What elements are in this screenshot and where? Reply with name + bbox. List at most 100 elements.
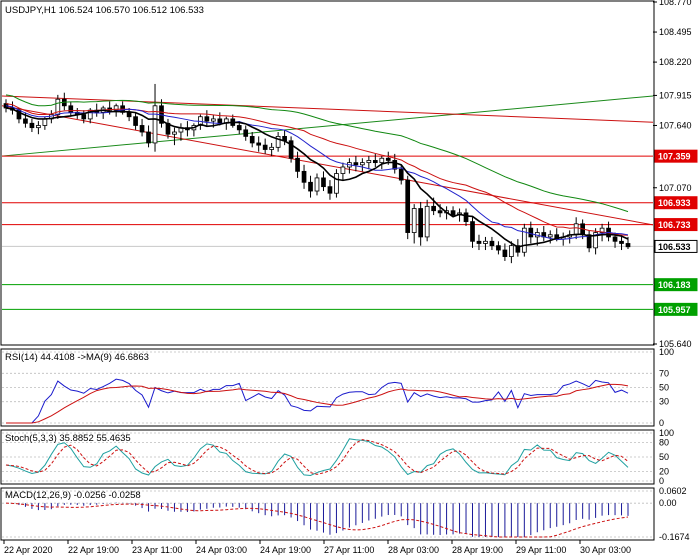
indicator-level-label: 70 — [659, 368, 669, 378]
ma-slow-green-line — [5, 94, 629, 213]
candle-body — [437, 210, 443, 214]
rsi-panel: 100 70 50 30 0 — [2, 347, 674, 428]
candle-body — [204, 116, 210, 122]
candle-body — [126, 111, 132, 118]
candle-body — [418, 208, 424, 238]
candle-body — [139, 125, 145, 133]
candle-body — [509, 245, 514, 257]
candle-body — [146, 131, 151, 144]
candle-body — [431, 205, 436, 212]
candle-body — [476, 240, 482, 244]
candle-body — [301, 170, 307, 183]
stoch-header: Stoch(5,3,3) 35.8852 55.4635 — [5, 433, 131, 444]
candle-body — [547, 234, 553, 238]
rsi-panel-frame — [0, 348, 655, 427]
candle-body — [353, 162, 359, 166]
chart-header: USDJPY,H1 106.524 106.570 106.512 106.53… — [5, 5, 204, 16]
candle-body — [29, 122, 35, 129]
y-tick-label: 108.770 — [659, 0, 692, 7]
stoch-signal-line — [5, 439, 629, 475]
indicator-level-label: 50 — [659, 383, 669, 393]
candle-body — [385, 157, 391, 161]
candle-body — [288, 140, 294, 159]
price-tag-label: 107.359 — [658, 152, 691, 162]
candle-body — [321, 177, 326, 188]
candle-body — [269, 146, 274, 150]
candle-body — [366, 160, 372, 164]
x-tick-label: 22 Apr 2020 — [4, 545, 53, 555]
price-tag-label: 106.183 — [658, 280, 691, 290]
candle-body — [36, 125, 41, 129]
candle-body — [463, 212, 469, 223]
time-axis: 22 Apr 2020 22 Apr 19:00 23 Apr 11:00 24 Ap… — [3, 540, 631, 555]
macd-panel: 0.0602 0.00 -0.1674 — [2, 486, 690, 542]
x-tick-label: 28 Apr 03:00 — [388, 545, 439, 555]
candle-body — [411, 208, 417, 233]
candle-body — [172, 131, 177, 135]
x-tick-label: 24 Apr 03:00 — [196, 545, 247, 555]
x-tick-label: 27 Apr 11:00 — [324, 545, 374, 555]
candle-body — [113, 105, 119, 111]
candle-body — [450, 210, 456, 216]
ma-red-line — [5, 103, 629, 236]
candle-body — [249, 135, 255, 144]
candle-body — [470, 221, 475, 242]
candle-body — [528, 227, 534, 238]
x-tick-label: 23 Apr 11:00 — [132, 545, 182, 555]
candle-body — [243, 129, 249, 137]
macd-panel-frame — [0, 487, 655, 541]
candle-body — [599, 227, 605, 233]
price-tag-box — [654, 149, 698, 163]
x-tick-label: 22 Apr 19:00 — [68, 545, 119, 555]
candle-body — [236, 125, 242, 131]
price-axis: 108.770 108.495 108.220 107.915 107.640 107.0… — [653, 0, 692, 349]
candle-body — [68, 105, 74, 113]
price-tag-box — [654, 302, 698, 316]
y-tick-label: 107.070 — [659, 183, 692, 193]
candle-body — [392, 160, 398, 170]
candle-body — [489, 240, 495, 247]
candle-body — [81, 114, 87, 120]
candle-body — [424, 205, 430, 238]
candle-body — [340, 166, 346, 174]
ma-fast-black-line — [5, 107, 629, 248]
indicator-level-label: 0.00 — [659, 498, 677, 508]
indicator-level-label: 100 — [659, 347, 674, 357]
price-tag-label: 106.933 — [658, 198, 691, 208]
candle-body — [405, 179, 411, 233]
y-tick-label: 105.640 — [659, 339, 692, 349]
candle-body — [23, 118, 28, 124]
candle-body — [379, 157, 385, 164]
indicator-level-label: 20 — [659, 466, 669, 476]
ascending-trendline — [1, 95, 654, 157]
candle-body — [521, 227, 527, 253]
rsi-header: RSI(14) 44.4108 ->MA(9) 46.6863 — [5, 352, 149, 363]
x-tick-label: 30 Apr 03:00 — [580, 545, 631, 555]
price-tag-label: 105.957 — [658, 305, 691, 315]
candle-body — [398, 168, 404, 181]
candle-body — [152, 105, 158, 144]
macd-header: MACD(12,26,9) -0.0256 -0.0258 — [5, 490, 141, 501]
x-tick-label: 24 Apr 19:00 — [260, 545, 311, 555]
price-tag-box — [654, 218, 698, 232]
candle-body — [210, 118, 216, 122]
descending-trendline — [1, 95, 654, 123]
stoch-panel-frame — [0, 429, 655, 485]
candle-body — [42, 118, 48, 126]
x-tick-label: 29 Apr 11:00 — [516, 545, 566, 555]
indicator-level-label: 50 — [659, 452, 669, 462]
macd-signal-line — [5, 502, 629, 538]
candle-body — [256, 142, 262, 146]
candle-body — [593, 232, 598, 249]
candle-body — [483, 240, 488, 244]
indicator-level-label: 30 — [659, 397, 669, 407]
price-panel-frame — [0, 0, 655, 346]
stoch-main-line — [5, 438, 629, 477]
price-tag-box — [654, 278, 698, 292]
candle-body — [619, 240, 624, 244]
candle-body — [327, 186, 333, 194]
descending-channel-line — [1, 105, 654, 226]
indicator-level-label: -0.1674 — [659, 532, 690, 542]
